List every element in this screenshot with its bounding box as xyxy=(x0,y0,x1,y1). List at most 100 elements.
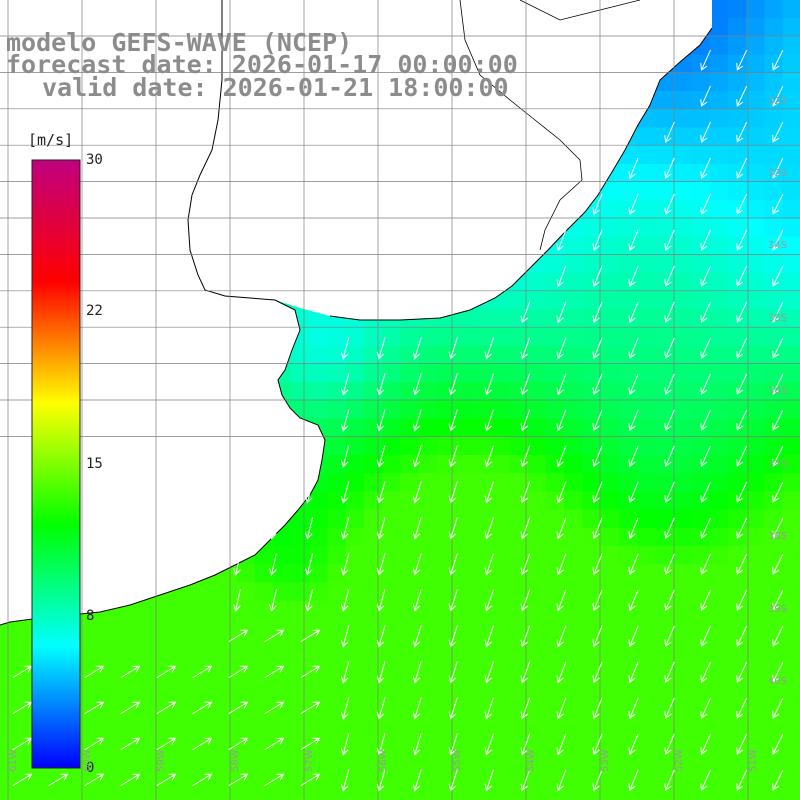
arrow-shaft xyxy=(629,661,639,683)
arrow-shaft xyxy=(450,769,458,791)
arrow-head xyxy=(736,206,744,215)
wind-arrow xyxy=(772,373,784,395)
wind-arrow xyxy=(300,773,321,787)
arrow-shaft xyxy=(629,769,639,791)
speed-cell xyxy=(527,637,547,656)
lat-label: 34S xyxy=(768,240,788,251)
arrow-shaft xyxy=(701,625,711,647)
speed-cell xyxy=(455,345,474,365)
speed-cell xyxy=(345,564,365,583)
speed-cell xyxy=(691,72,711,92)
speed-cell xyxy=(618,345,638,365)
arrow-head xyxy=(700,675,708,683)
arrow-head xyxy=(736,530,744,539)
arrow-head xyxy=(628,639,636,648)
speed-cell xyxy=(709,382,729,401)
arrow-shaft xyxy=(665,481,675,503)
speed-cell xyxy=(327,582,347,602)
speed-cell xyxy=(637,655,656,674)
wind-arrow xyxy=(772,589,784,611)
arrow-head xyxy=(484,531,493,540)
speed-cell xyxy=(709,291,729,310)
speed-cell xyxy=(145,600,165,620)
speed-cell xyxy=(309,782,329,800)
speed-cell xyxy=(728,582,747,602)
speed-cell xyxy=(254,673,274,693)
speed-cell xyxy=(709,527,729,547)
arrow-head xyxy=(736,422,744,431)
coastline-argentina xyxy=(0,0,326,626)
arrow-head xyxy=(376,351,385,360)
speed-cell xyxy=(764,18,784,37)
speed-cell xyxy=(418,473,438,492)
speed-cell xyxy=(746,400,765,420)
arrow-shaft xyxy=(306,517,314,539)
lon-label: 59W xyxy=(156,749,167,772)
speed-cell xyxy=(473,728,492,747)
speed-cell xyxy=(127,782,147,800)
wind-arrow xyxy=(592,625,603,648)
speed-cell xyxy=(618,200,638,219)
wind-arrow xyxy=(556,337,567,360)
speed-cell xyxy=(546,273,565,292)
wind-arrow xyxy=(264,665,285,679)
speed-cell xyxy=(782,327,800,347)
lat-label: 32S xyxy=(768,96,788,107)
arrow-shaft xyxy=(378,697,386,719)
arrow-head xyxy=(772,134,780,143)
arrow-head xyxy=(700,783,708,791)
wind-arrow xyxy=(340,625,350,648)
arrow-shaft xyxy=(665,445,675,467)
arrow-shaft xyxy=(665,517,675,539)
speed-cell xyxy=(600,582,620,602)
speed-cell xyxy=(436,600,456,620)
arrow-shaft xyxy=(701,661,711,683)
speed-cell xyxy=(455,564,474,583)
speed-cell xyxy=(782,163,800,183)
speed-cell xyxy=(273,691,292,711)
arrow-head xyxy=(132,737,141,745)
speed-cell xyxy=(527,546,547,565)
arrow-shaft xyxy=(521,445,531,467)
speed-cell xyxy=(673,582,693,602)
wind-arrow xyxy=(700,193,711,215)
arrow-shaft xyxy=(414,373,422,395)
arrow-shaft xyxy=(665,265,675,287)
speed-cell xyxy=(782,200,800,219)
speed-cell xyxy=(618,691,638,711)
speed-cell xyxy=(455,309,474,329)
speed-cell xyxy=(327,728,347,747)
speed-cell xyxy=(618,673,638,693)
arrow-shaft xyxy=(665,697,675,719)
speed-cell xyxy=(418,564,438,583)
arrow-shaft xyxy=(772,589,784,611)
speed-cell xyxy=(473,418,492,438)
arrow-head xyxy=(772,62,780,71)
speed-cell xyxy=(509,655,529,674)
speed-cell xyxy=(546,491,565,511)
wind-arrow xyxy=(448,769,458,792)
speed-cell xyxy=(382,491,401,511)
speed-cell xyxy=(637,436,656,456)
wind-arrow xyxy=(12,773,33,787)
speed-cell xyxy=(655,582,674,602)
speed-cell xyxy=(673,673,693,693)
arrow-shaft xyxy=(235,589,241,611)
wind-arrow xyxy=(628,697,639,720)
arrow-head xyxy=(520,603,528,612)
wind-arrow xyxy=(520,445,531,468)
wind-arrow xyxy=(736,697,748,719)
arrow-head xyxy=(736,746,744,755)
speed-cell xyxy=(618,582,638,602)
arrow-head xyxy=(772,710,780,719)
speed-cell xyxy=(509,400,529,420)
speed-cell xyxy=(582,709,602,729)
arrow-head xyxy=(276,773,285,781)
wind-arrow xyxy=(772,625,784,647)
speed-cell xyxy=(728,0,747,19)
speed-cell xyxy=(400,782,420,800)
speed-cell xyxy=(473,455,492,474)
speed-cell xyxy=(145,673,165,693)
speed-cell xyxy=(182,746,201,765)
wind-arrow xyxy=(48,773,69,787)
